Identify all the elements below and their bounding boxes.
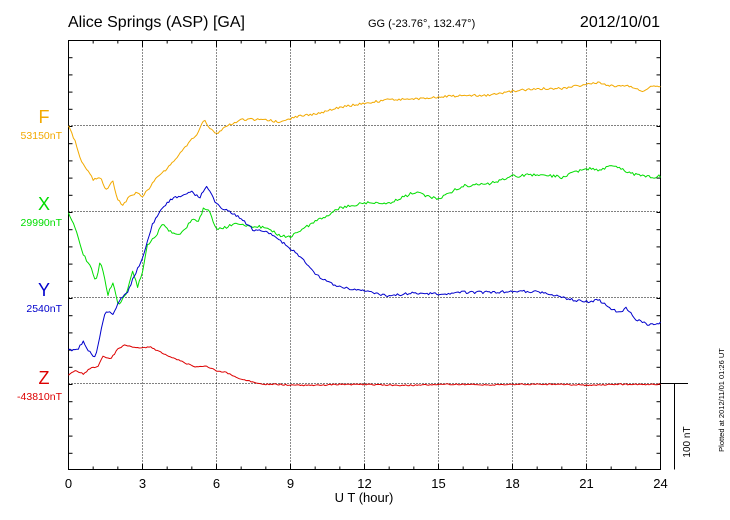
x-tick-label: 21 [579, 476, 593, 491]
x-tick-label: 15 [431, 476, 445, 491]
x-tick-label: 0 [65, 476, 72, 491]
x-tick-labels: 0 3 6 9 12 15 18 21 24 [65, 476, 668, 491]
x-tick-label: 6 [213, 476, 220, 491]
component-label-y: Y [38, 280, 50, 300]
component-traces [68, 81, 661, 387]
x-tick-label: 18 [505, 476, 519, 491]
x-tick-label: 24 [653, 476, 667, 491]
baseline-label-z: -43810nT [17, 391, 63, 403]
trace-y [68, 185, 661, 358]
trace-x [68, 165, 661, 305]
plot-frame [68, 40, 661, 470]
x-tick-label: 3 [139, 476, 146, 491]
component-label-z: Z [39, 368, 50, 388]
x-axis-label: U T (hour) [335, 490, 394, 505]
scale-bar-label: 100 nT [682, 426, 693, 457]
chart-date: 2012/10/01 [580, 14, 660, 31]
trace-f [68, 81, 661, 206]
baseline-label-x: 29990nT [21, 217, 63, 229]
trace-z [68, 344, 661, 387]
plot-timestamp: Plotted at 2012/11/01 01:26 UT [717, 348, 726, 452]
x-tick-label: 12 [357, 476, 371, 491]
baseline-label-y: 2540nT [26, 303, 62, 315]
scale-bar: 100 nT [660, 383, 693, 470]
component-label-x: X [38, 194, 50, 214]
chart-title: Alice Springs (ASP) [GA] [68, 14, 245, 31]
component-labels: F 53150nT X 29990nT Y 2540nT Z -43810nT [17, 107, 63, 403]
station-coordinates: GG (-23.76°, 132.47°) [368, 18, 475, 30]
grid-lines [68, 40, 661, 470]
baseline-label-f: 53150nT [21, 130, 63, 142]
component-label-f: F [39, 107, 50, 127]
axis-ticks [68, 40, 661, 470]
x-tick-label: 9 [287, 476, 294, 491]
